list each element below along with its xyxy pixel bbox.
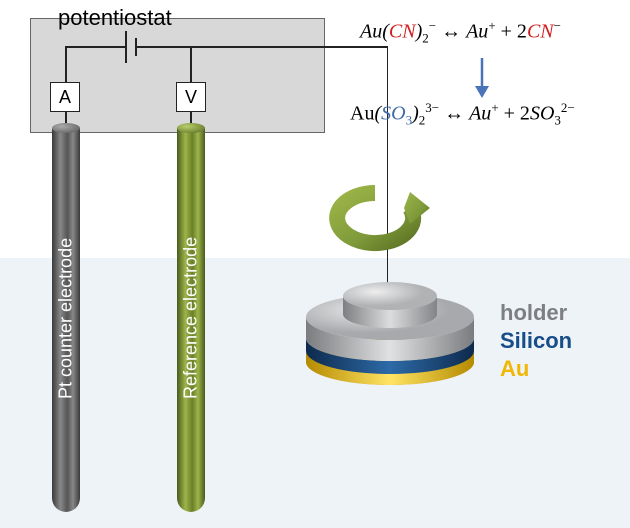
sample-legend: holder Silicon Au [500, 300, 572, 384]
reference-electrode: Reference electrode [177, 128, 205, 512]
equation-2: Au(SO3)23− ↔ Au+ + 2SO32− [350, 100, 575, 129]
potentiostat-label: potentiostat [58, 5, 172, 31]
ammeter-label: A [59, 87, 71, 107]
wire [190, 46, 387, 48]
ammeter: A [50, 82, 80, 112]
reference-electrode-label: Reference electrode [177, 168, 205, 468]
wire [147, 46, 191, 48]
rotation-arrow-icon [320, 178, 430, 258]
sample-holder-assembly [300, 272, 480, 392]
top-cyl-top [343, 282, 437, 310]
counter-electrode-label: Pt counter electrode [52, 168, 80, 468]
voltmeter-label: V [185, 87, 197, 107]
equation-1: Au(CN)2− ↔ Au+ + 2CN− [360, 18, 561, 47]
counter-electrode: Pt counter electrode [52, 128, 80, 512]
wire [65, 46, 67, 82]
legend-silicon: Silicon [500, 328, 572, 354]
down-arrow-icon [472, 56, 492, 98]
potentiostat-box [30, 18, 325, 133]
legend-holder: holder [500, 300, 572, 326]
wire [190, 46, 192, 82]
legend-au: Au [500, 356, 572, 382]
voltmeter: V [176, 82, 206, 112]
wire [65, 46, 113, 48]
